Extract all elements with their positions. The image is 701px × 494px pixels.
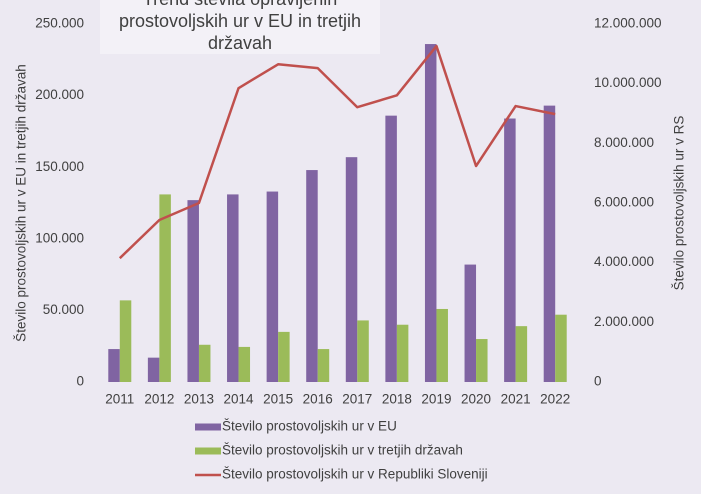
x-tick-label: 2021 <box>501 392 531 407</box>
y-tick-label: 250.000 <box>35 16 84 31</box>
bar <box>306 170 318 382</box>
y-tick-label: 0 <box>76 374 84 389</box>
x-tick-label: 2014 <box>224 392 255 407</box>
bar <box>147 357 160 382</box>
bar <box>238 346 251 382</box>
legend-swatch <box>195 447 221 455</box>
x-tick-label: 2022 <box>540 392 570 407</box>
bar <box>464 264 477 382</box>
bar <box>476 339 488 382</box>
bar <box>396 324 409 382</box>
x-tick-label: 2015 <box>263 392 293 407</box>
x-tick-label: 2019 <box>421 392 451 407</box>
bar <box>317 349 330 382</box>
bar <box>187 200 199 382</box>
y-tick-label: 50.000 <box>43 302 84 317</box>
chart-title: Trend števila opravljenih prostovoljskih… <box>100 0 380 54</box>
bar <box>159 194 171 382</box>
bar <box>436 308 448 382</box>
x-tick-label: 2012 <box>144 392 174 407</box>
bar <box>504 118 516 383</box>
bar <box>515 326 528 382</box>
legend-label: Število prostovoljskih ur v tretjih drža… <box>222 443 463 458</box>
x-tick-label: 2013 <box>184 392 214 407</box>
bar <box>357 320 369 382</box>
y-axis-label: Število prostovoljskih ur v EU in tretji… <box>14 64 29 342</box>
bar <box>119 300 132 382</box>
bar <box>345 157 358 382</box>
y2-tick-label: 4.000.000 <box>594 254 654 269</box>
legend-swatch <box>195 423 221 431</box>
bar <box>424 44 437 382</box>
y2-axis-label: Število prostovoljskih ur v RS <box>672 116 687 291</box>
y2-tick-label: 2.000.000 <box>594 314 654 329</box>
legend-label: Število prostovoljskih ur v EU <box>222 419 397 434</box>
bar <box>385 115 397 382</box>
legend-label: Število prostovoljskih ur v Republiki Sl… <box>222 467 488 482</box>
x-tick-label: 2018 <box>382 392 412 407</box>
y2-tick-label: 10.000.000 <box>594 75 662 90</box>
bar <box>543 105 556 383</box>
bar <box>266 191 279 382</box>
bar <box>278 331 290 382</box>
y2-tick-label: 8.000.000 <box>594 135 654 150</box>
y2-tick-label: 6.000.000 <box>594 195 654 210</box>
bar <box>198 344 211 382</box>
y-tick-label: 200.000 <box>35 87 84 102</box>
bar <box>555 314 567 382</box>
y2-tick-label: 0 <box>594 374 602 389</box>
x-tick-label: 2020 <box>461 392 491 407</box>
line <box>118 44 556 260</box>
y-tick-label: 150.000 <box>35 159 84 174</box>
x-tick-label: 2016 <box>303 392 333 407</box>
bar <box>108 349 120 382</box>
bar <box>227 194 239 382</box>
x-tick-label: 2017 <box>342 392 372 407</box>
y2-tick-label: 12.000.000 <box>594 16 662 31</box>
x-tick-label: 2011 <box>105 392 134 407</box>
y-tick-label: 100.000 <box>35 230 84 245</box>
